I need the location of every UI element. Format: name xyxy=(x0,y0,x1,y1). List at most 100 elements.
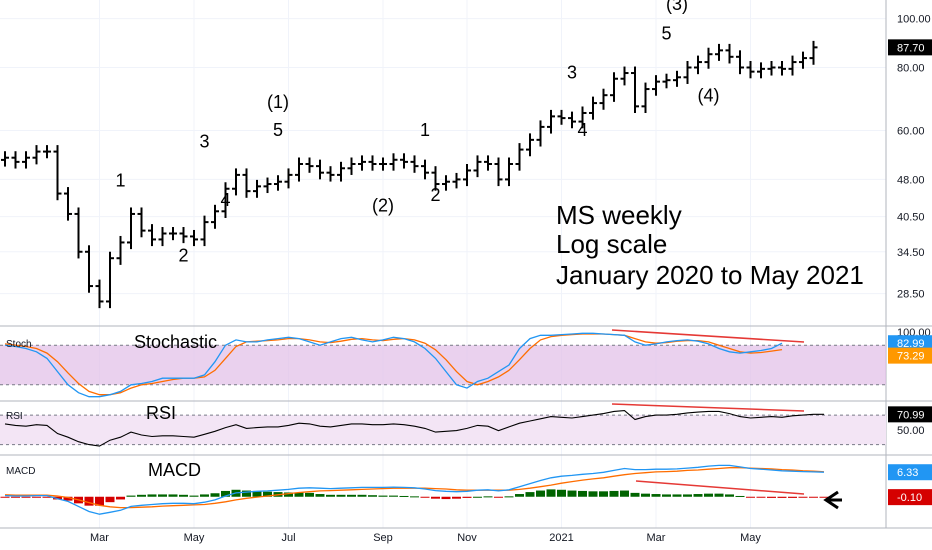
ohlc-bar xyxy=(43,145,51,159)
macd-histogram-badge xyxy=(888,489,932,506)
macd-histogram-bar xyxy=(252,490,262,497)
ohlc-bar xyxy=(232,168,240,196)
macd-histogram-bar xyxy=(410,496,419,498)
ohlc-bar xyxy=(683,61,692,84)
grid-layer xyxy=(0,0,932,529)
macd-value: 6.33 xyxy=(897,467,918,479)
macd-histogram-bar xyxy=(137,494,146,497)
macd-histogram-bar xyxy=(200,494,209,497)
wave-label: (2) xyxy=(372,195,394,215)
stochastic-divergence-line xyxy=(611,329,805,343)
macd-histogram-bar xyxy=(672,494,682,497)
macd-histogram-bar xyxy=(0,496,10,498)
price-tick-label: 80.00 xyxy=(897,62,925,74)
ohlc-bar xyxy=(347,157,356,175)
ohlc-bar xyxy=(757,62,765,79)
macd-histogram-bar xyxy=(546,489,556,497)
macd-histogram-bar xyxy=(221,490,230,497)
stochastic-d-badge xyxy=(888,347,932,364)
note-line-1: MS weekly xyxy=(556,200,682,230)
macd-histogram-bar xyxy=(431,496,440,499)
ohlc-bar xyxy=(326,166,335,182)
macd-histogram-bar xyxy=(819,496,829,498)
ohlc-bar xyxy=(652,75,660,96)
ohlc-bar xyxy=(274,175,282,191)
ohlc-bar xyxy=(473,155,482,178)
ohlc-bar xyxy=(137,207,146,238)
price-tick-label: 40.50 xyxy=(897,212,925,224)
ohlc-bar xyxy=(694,55,702,75)
macd-histogram-bar xyxy=(368,495,377,497)
macd-histogram-bar xyxy=(420,496,430,498)
note-line-2: Log scale xyxy=(556,229,667,259)
macd-histogram-bar xyxy=(263,491,272,497)
stochastic-k-line xyxy=(4,332,783,398)
ohlc-bar xyxy=(85,245,93,293)
ohlc-bar xyxy=(305,157,314,173)
price-tick-label: 28.50 xyxy=(897,289,925,301)
macd-histogram-bar xyxy=(567,490,577,497)
ohlc-bar xyxy=(505,157,513,187)
ohlc-bar xyxy=(95,279,104,309)
macd-histogram-value: -0.10 xyxy=(897,492,922,504)
macd-histogram-bar xyxy=(441,496,451,500)
macd-histogram-bar xyxy=(683,494,692,497)
ohlc-bar xyxy=(547,109,555,134)
price-pane: 1 2 3 4 (1) 5 (2) 1 2 3 4 (3) 5 (4) xyxy=(1,0,818,309)
macd-histogram-bar xyxy=(305,492,314,497)
macd-histogram-bar xyxy=(11,496,20,498)
macd-histogram-bar xyxy=(389,495,398,497)
macd-histogram-bar xyxy=(452,496,461,499)
macd-histogram-bar xyxy=(704,493,713,497)
macd-histogram-bar xyxy=(168,494,178,497)
macd-histogram-bar xyxy=(767,496,776,498)
ohlc-bar xyxy=(662,73,671,89)
macd-histogram-bar xyxy=(462,496,472,498)
ohlc-bar xyxy=(809,40,818,65)
note-line-3: January 2020 to May 2021 xyxy=(556,260,864,290)
macd-histogram-bar xyxy=(777,496,787,498)
macd-histogram-bar xyxy=(284,492,293,497)
ohlc-bar xyxy=(526,133,534,157)
ohlc-bar xyxy=(116,235,125,265)
macd-histogram-bar xyxy=(84,496,94,506)
rsi-title: RSI xyxy=(146,403,176,423)
ohlc-bar xyxy=(515,143,524,171)
ohlc-bar xyxy=(379,157,387,171)
macd-histogram-bar xyxy=(315,494,325,497)
stochastic-k-value: 82.99 xyxy=(897,338,925,350)
wave-label: 4 xyxy=(577,120,587,140)
macd-line xyxy=(4,464,825,515)
wave-label: (1) xyxy=(267,92,289,112)
stochastic-pane xyxy=(0,329,886,398)
ohlc-bar xyxy=(536,120,545,147)
rsi-value-badge xyxy=(888,406,932,423)
macd-histogram-bar xyxy=(158,494,167,497)
ohlc-bar xyxy=(400,153,408,169)
macd-histogram-bar xyxy=(147,494,157,497)
stochastic-title: Stochastic xyxy=(134,332,217,352)
macd-histogram-bar xyxy=(347,494,356,497)
wave-label: 5 xyxy=(661,23,671,43)
stochastic-d-value: 73.29 xyxy=(897,351,925,363)
ohlc-bar xyxy=(746,61,755,79)
ohlc-bar xyxy=(337,161,345,182)
stochastic-d-line xyxy=(4,333,783,396)
ohlc-bar xyxy=(284,168,293,189)
macd-divergence-line xyxy=(635,480,805,495)
macd-histogram-bar xyxy=(179,494,188,497)
last-price-label: 87.70 xyxy=(897,42,925,54)
macd-histogram-bar xyxy=(399,495,409,497)
wave-label: 1 xyxy=(420,120,430,140)
macd-histogram-bar xyxy=(105,496,115,503)
ohlc-bar xyxy=(221,182,230,218)
ohlc-bar xyxy=(190,229,198,247)
ohlc-bar xyxy=(599,88,608,110)
stochastic-k-badge xyxy=(888,335,932,352)
wave-label: 2 xyxy=(430,185,440,205)
macd-histogram-bar xyxy=(798,496,808,498)
price-tick-label: 48.00 xyxy=(897,174,925,186)
ohlc-bar xyxy=(295,157,303,182)
ohlc-bar xyxy=(568,111,576,129)
